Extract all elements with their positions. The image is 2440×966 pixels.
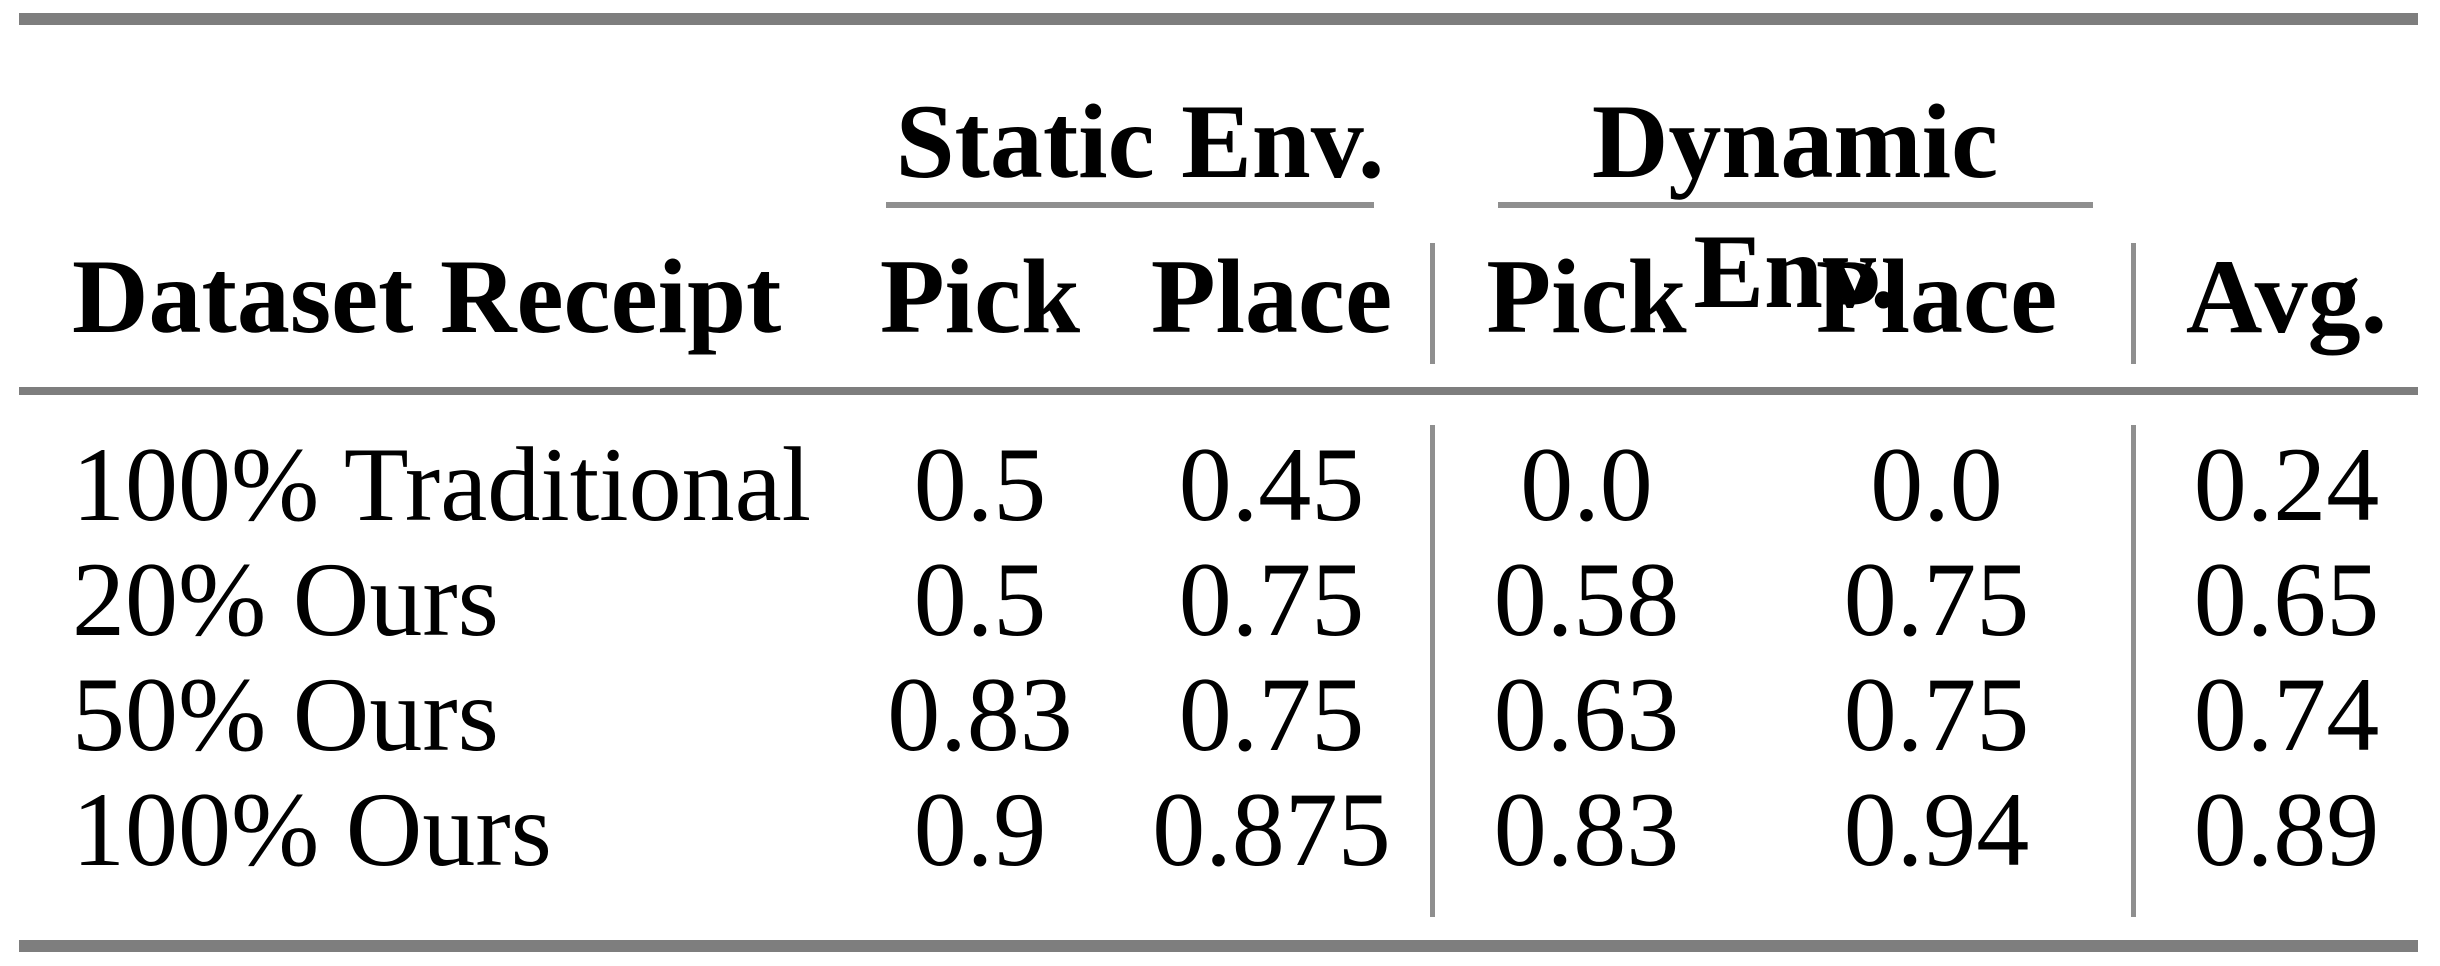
separator-dynamic-avg-body: [2131, 425, 2136, 917]
cell-dynamic-pick: 0.83: [1493, 771, 1680, 888]
cell-static-pick: 0.9: [913, 771, 1047, 888]
separator-static-dynamic-header: [1430, 243, 1435, 364]
cell-dynamic-place: 0.75: [1843, 541, 2030, 658]
row-label: 100% Traditional: [72, 426, 812, 543]
col-header-static-place: Place: [1150, 238, 1393, 355]
separator-dynamic-avg-header: [2131, 243, 2136, 364]
row-label: 20% Ours: [72, 541, 499, 658]
separator-static-dynamic-body: [1430, 425, 1435, 917]
cell-static-pick: 0.5: [913, 541, 1047, 658]
table-row: 100% Traditional 0.5 0.45 0.0 0.0 0.24: [0, 427, 2440, 543]
group-header-dynamic-env: Dynamic Env.: [1591, 83, 1999, 330]
col-header-dynamic-pick: Pick: [1486, 238, 1687, 355]
cell-avg: 0.24: [2193, 426, 2380, 543]
cell-dynamic-pick: 0.63: [1493, 656, 1680, 773]
cell-static-pick: 0.5: [913, 426, 1047, 543]
cell-static-place: 0.45: [1178, 426, 1365, 543]
row-label: 100% Ours: [72, 771, 552, 888]
table-mid-rule: [19, 387, 2418, 395]
col-header-dynamic-place: Place: [1815, 238, 2058, 355]
col-header-avg: Avg.: [2185, 238, 2388, 355]
cell-dynamic-pick: 0.58: [1493, 541, 1680, 658]
row-label: 50% Ours: [72, 656, 499, 773]
table-row: 20% Ours 0.5 0.75 0.58 0.75 0.65: [0, 542, 2440, 658]
cell-static-place: 0.75: [1178, 541, 1365, 658]
dynamic-env-cmidrule: [1498, 202, 2093, 208]
cell-dynamic-place: 0.75: [1843, 656, 2030, 773]
cell-dynamic-place: 0.94: [1843, 771, 2030, 888]
cell-avg: 0.74: [2193, 656, 2380, 773]
column-header-row: Dataset Receipt Pick Place Pick Place Av…: [0, 236, 2440, 358]
group-header-row: Static Env. Dynamic Env.: [0, 77, 2440, 330]
cell-static-place: 0.875: [1152, 771, 1391, 888]
static-env-cmidrule: [886, 202, 1374, 208]
cell-dynamic-place: 0.0: [1870, 426, 2003, 543]
col-header-dataset-receipt: Dataset Receipt: [72, 238, 782, 355]
table-row: 50% Ours 0.83 0.75 0.63 0.75 0.74: [0, 657, 2440, 773]
cell-dynamic-pick: 0.0: [1520, 426, 1653, 543]
group-header-static-env: Static Env.: [895, 83, 1385, 200]
col-header-static-pick: Pick: [879, 238, 1081, 355]
table-top-rule: [19, 13, 2418, 25]
cell-static-place: 0.75: [1178, 656, 1365, 773]
cell-avg: 0.89: [2193, 771, 2380, 888]
cell-static-pick: 0.83: [887, 656, 1073, 773]
table-row: 100% Ours 0.9 0.875 0.83 0.94 0.89: [0, 772, 2440, 888]
table-bottom-rule: [19, 940, 2418, 952]
cell-avg: 0.65: [2193, 541, 2380, 658]
